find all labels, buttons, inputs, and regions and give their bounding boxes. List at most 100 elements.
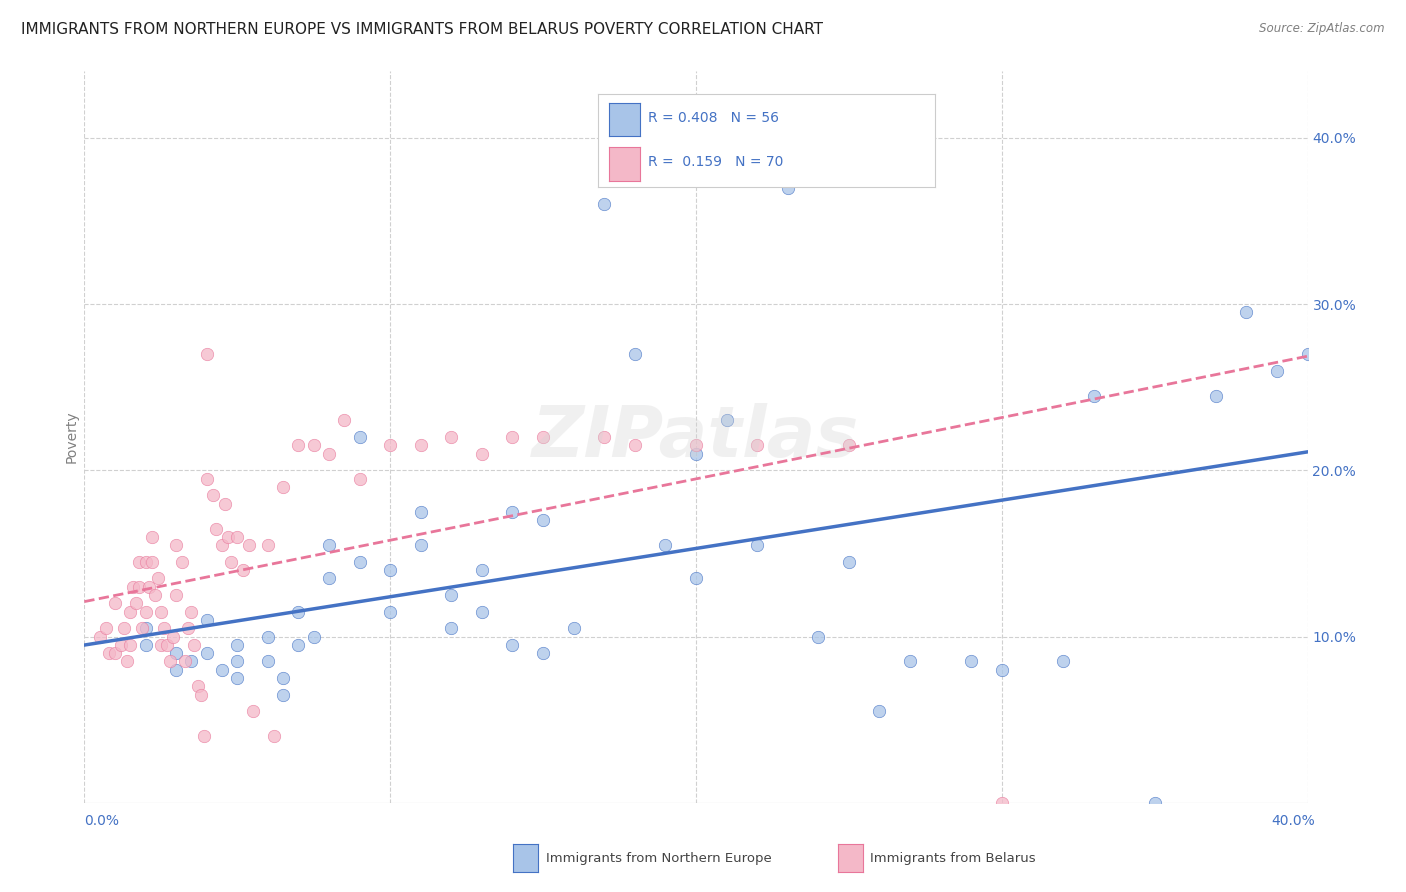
Point [898, 655, 921, 669]
Point [89, 630, 111, 644]
Point [531, 430, 554, 444]
Point [440, 588, 463, 602]
Point [654, 538, 676, 552]
Point [1083, 388, 1105, 402]
Text: Source: ZipAtlas.com: Source: ZipAtlas.com [1260, 22, 1385, 36]
Point [287, 638, 309, 652]
Point [180, 605, 202, 619]
Point [409, 538, 432, 552]
Point [172, 555, 194, 569]
Point [115, 655, 138, 669]
Point [380, 438, 402, 452]
Point [685, 571, 707, 585]
Point [531, 513, 554, 527]
Point [226, 655, 249, 669]
Point [201, 488, 224, 502]
Point [162, 630, 184, 644]
Point [1205, 388, 1227, 402]
Point [960, 655, 983, 669]
Point [380, 605, 402, 619]
Point [593, 197, 616, 211]
Point [333, 413, 356, 427]
Point [156, 638, 179, 652]
Point [165, 588, 187, 602]
Point [349, 555, 371, 569]
Point [349, 430, 371, 444]
Point [141, 530, 163, 544]
Point [149, 605, 172, 619]
Point [190, 688, 212, 702]
Text: ZIPatlas: ZIPatlas [533, 402, 859, 472]
Point [94, 621, 117, 635]
Point [165, 646, 187, 660]
Point [146, 571, 169, 585]
Point [135, 621, 157, 635]
Point [838, 438, 860, 452]
Point [257, 630, 280, 644]
Point [471, 563, 494, 577]
Point [219, 555, 242, 569]
Point [232, 563, 254, 577]
Point [195, 646, 218, 660]
Point [211, 663, 233, 677]
Point [716, 413, 738, 427]
Point [143, 588, 166, 602]
Point [409, 505, 432, 519]
Point [226, 638, 249, 652]
Point [302, 438, 325, 452]
Point [112, 621, 135, 635]
Point [380, 563, 402, 577]
Point [165, 663, 187, 677]
Point [318, 447, 340, 461]
Point [257, 538, 280, 552]
Point [1052, 655, 1074, 669]
Point [128, 555, 150, 569]
Point [1236, 305, 1258, 319]
Point [141, 555, 163, 569]
Point [624, 347, 647, 361]
Point [838, 555, 860, 569]
Text: 40.0%: 40.0% [1271, 814, 1315, 828]
Point [135, 638, 157, 652]
Point [138, 580, 160, 594]
Point [287, 438, 309, 452]
Point [214, 497, 236, 511]
Point [217, 530, 239, 544]
Point [242, 705, 264, 719]
Point [110, 638, 132, 652]
Point [120, 605, 142, 619]
Point [153, 621, 176, 635]
Point [195, 347, 218, 361]
Point [174, 655, 197, 669]
Point [205, 521, 228, 535]
Point [502, 430, 524, 444]
Point [186, 680, 208, 694]
Point [531, 646, 554, 660]
Text: R = 0.408   N = 56: R = 0.408 N = 56 [648, 111, 779, 125]
Point [318, 538, 340, 552]
Point [869, 705, 891, 719]
Point [195, 613, 218, 627]
Point [409, 438, 432, 452]
Point [177, 621, 200, 635]
Point [122, 580, 145, 594]
Point [195, 472, 218, 486]
Point [211, 538, 233, 552]
Point [125, 596, 148, 610]
Point [1296, 347, 1319, 361]
Point [104, 646, 127, 660]
Point [271, 688, 294, 702]
Point [440, 430, 463, 444]
Text: IMMIGRANTS FROM NORTHERN EUROPE VS IMMIGRANTS FROM BELARUS POVERTY CORRELATION C: IMMIGRANTS FROM NORTHERN EUROPE VS IMMIG… [21, 22, 823, 37]
Point [1265, 363, 1288, 377]
Point [135, 605, 157, 619]
Point [271, 480, 294, 494]
Point [807, 630, 830, 644]
Point [131, 621, 153, 635]
Point [562, 621, 585, 635]
Point [263, 729, 285, 743]
Point [593, 430, 616, 444]
Point [502, 505, 524, 519]
Text: Immigrants from Belarus: Immigrants from Belarus [870, 852, 1036, 864]
Point [991, 663, 1014, 677]
